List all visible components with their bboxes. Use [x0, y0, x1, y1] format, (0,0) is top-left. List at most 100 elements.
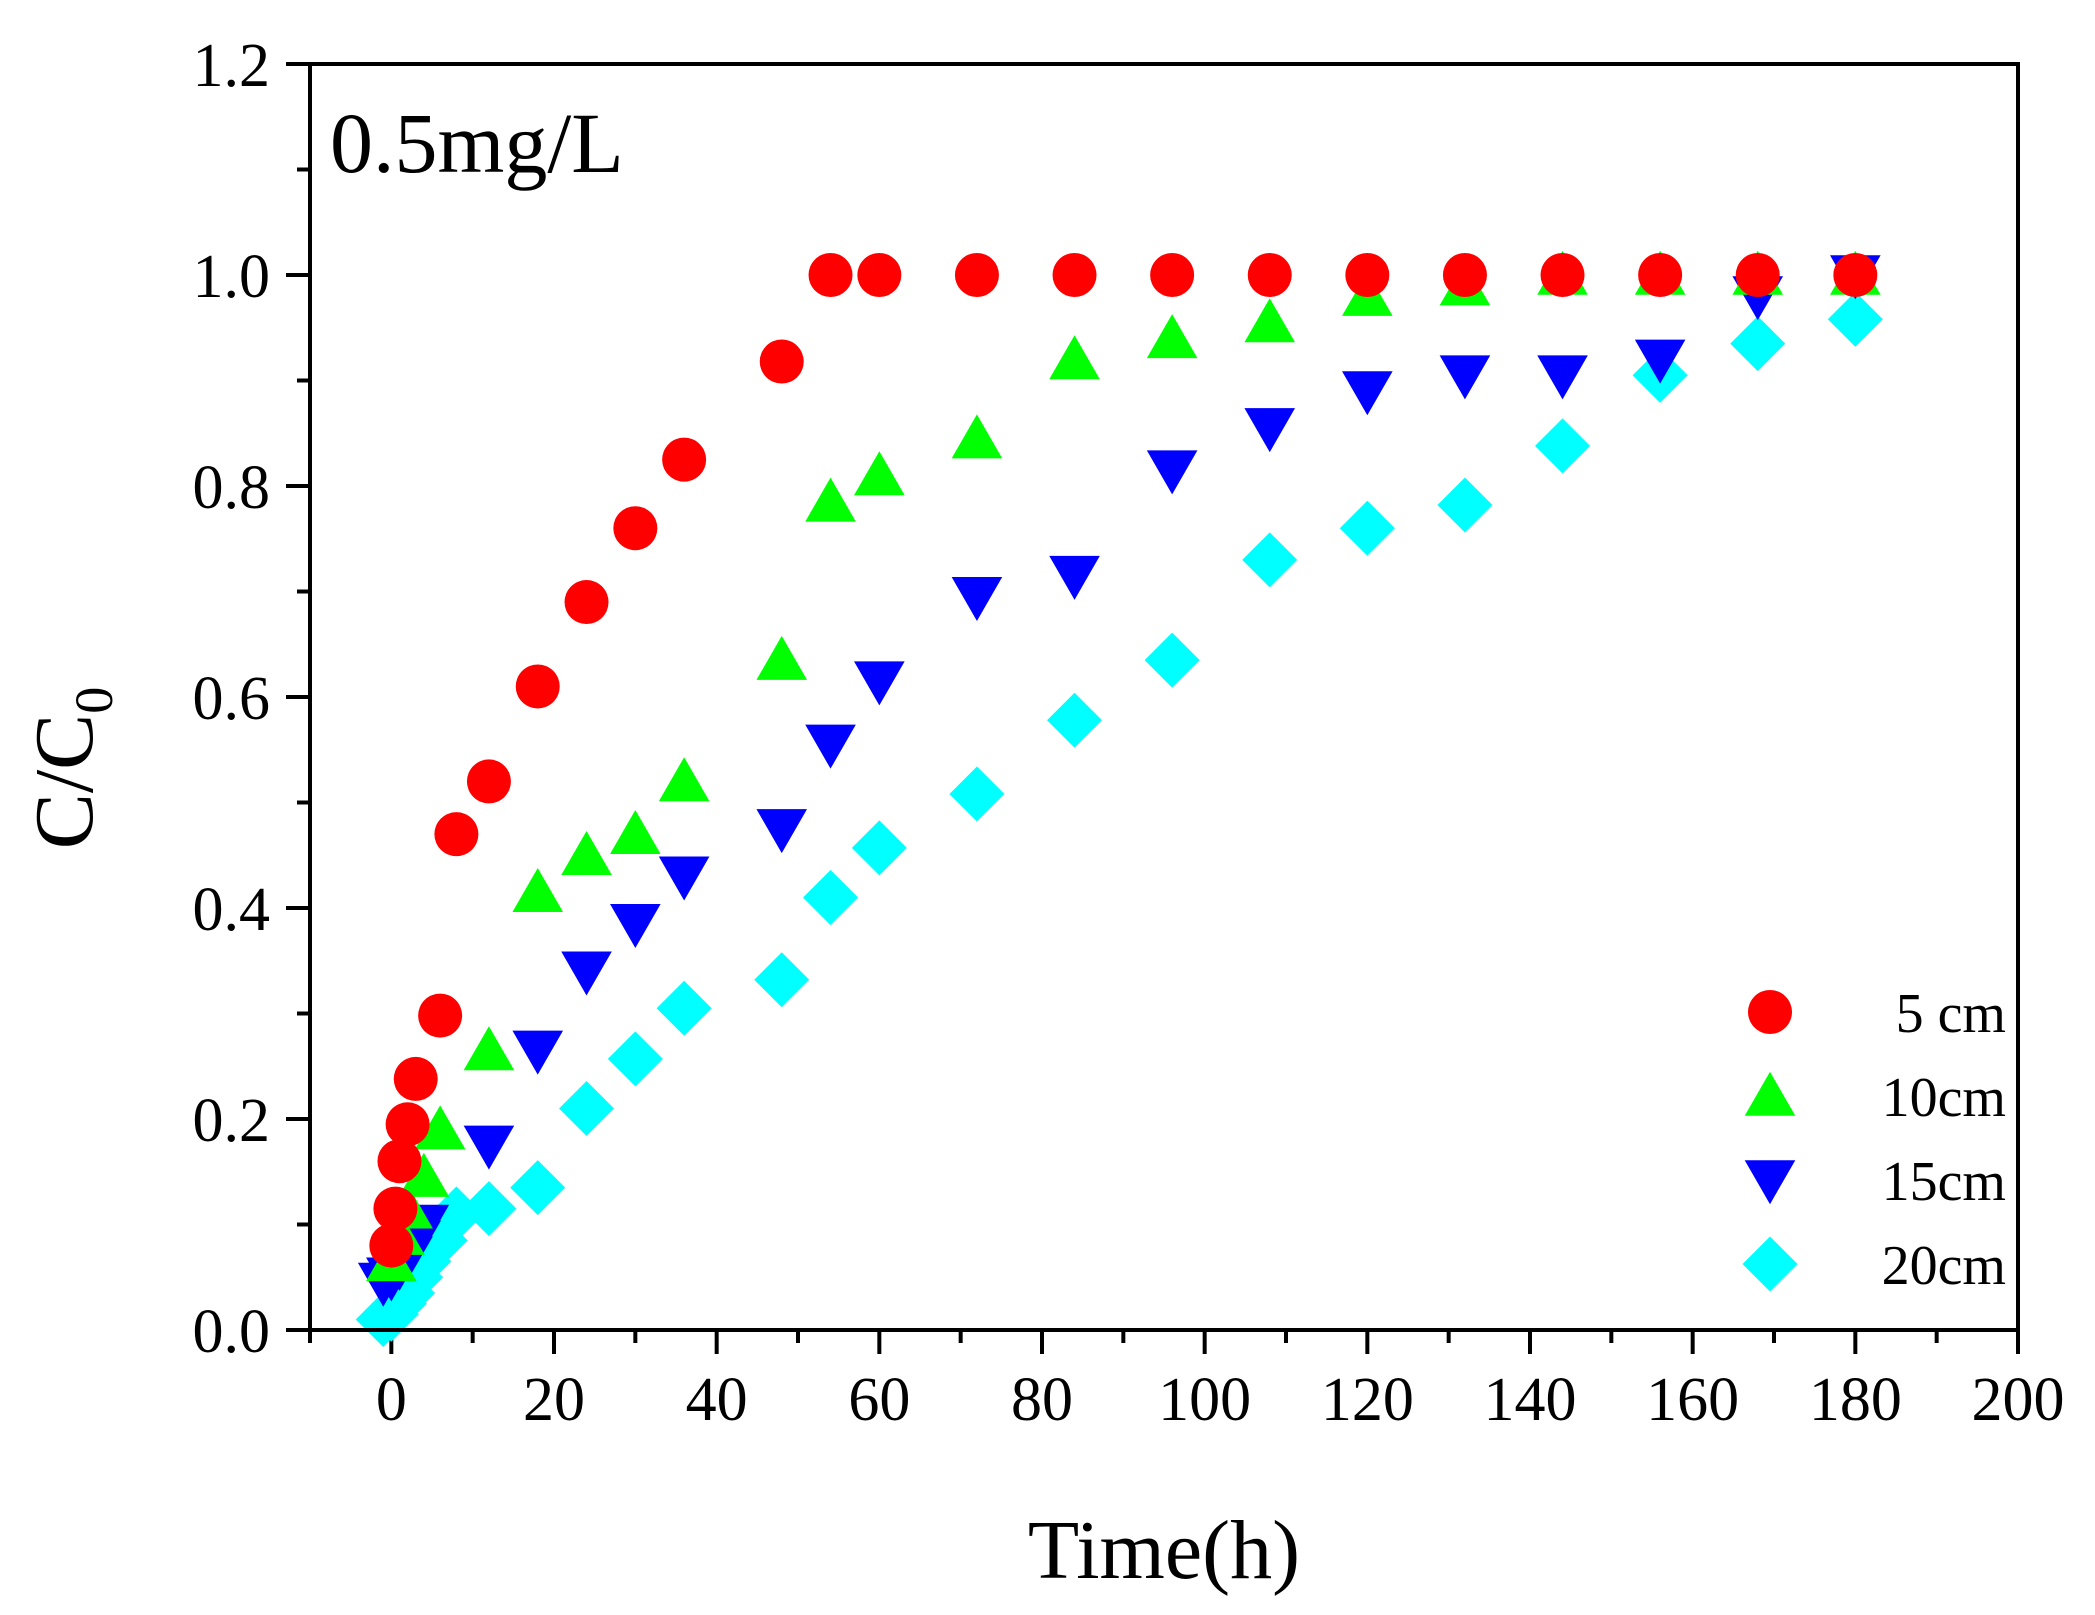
data-point — [559, 1080, 615, 1136]
x-axis-title: Time(h) — [1028, 1504, 1300, 1597]
data-point — [954, 253, 999, 297]
data-point — [805, 724, 856, 769]
legend-marker — [1748, 990, 1792, 1034]
data-point — [1439, 355, 1491, 400]
x-tick-label: 120 — [1321, 1366, 1414, 1434]
data-point — [561, 951, 612, 996]
legend-item: 10cm — [1744, 1067, 2006, 1129]
y-axis-title-subscript: 0 — [64, 687, 124, 714]
data-point — [949, 766, 1005, 822]
data-point — [808, 253, 853, 297]
legend-item: 20cm — [1742, 1235, 2006, 1297]
y-tick-label: 0.8 — [193, 454, 271, 522]
data-point — [658, 757, 710, 802]
y-tick-label: 1.2 — [193, 32, 271, 100]
data-point — [561, 831, 612, 876]
data-point — [1735, 253, 1780, 297]
y-tick-label: 0.2 — [193, 1087, 271, 1155]
data-point — [1342, 371, 1393, 416]
axis-ticks — [286, 62, 2020, 1354]
data-point — [759, 339, 804, 384]
data-point — [1537, 355, 1588, 400]
data-point — [377, 1139, 422, 1184]
legend-label: 20cm — [1882, 1235, 2006, 1297]
concentration-annotation: 0.5mg/L — [330, 95, 624, 191]
y-tick-label: 0.6 — [193, 665, 271, 733]
legend-marker — [1742, 1236, 1798, 1292]
data-point — [1052, 253, 1097, 297]
legend-marker — [1744, 1071, 1796, 1116]
data-point — [1047, 692, 1103, 748]
x-tick-label: 60 — [848, 1366, 910, 1434]
data-point — [857, 253, 902, 297]
data-point — [1049, 335, 1100, 380]
data-point — [414, 1105, 466, 1150]
series-5cm — [369, 253, 1878, 1268]
y-tick-label: 0.4 — [193, 876, 271, 944]
data-point — [1144, 632, 1200, 688]
axis-tick-labels: 0 20 40 60 80 100 120 140 160 180 200 0.0 0.2 0.4 0.6 0… — [193, 32, 2065, 1434]
data-point — [466, 759, 511, 804]
data-point — [1535, 418, 1591, 474]
legend-marker — [1744, 1160, 1796, 1205]
data-point — [1150, 253, 1195, 297]
data-point — [1146, 450, 1198, 495]
data-point — [754, 952, 810, 1008]
data-point — [1730, 316, 1786, 372]
data-point — [515, 664, 560, 709]
legend-item: 15cm — [1744, 1151, 2006, 1213]
data-point — [1345, 253, 1390, 297]
x-tick-label: 40 — [686, 1366, 748, 1434]
x-tick-label: 0 — [376, 1366, 407, 1434]
data-point — [610, 904, 661, 949]
data-point — [1247, 253, 1292, 297]
x-tick-label: 180 — [1809, 1366, 1902, 1434]
y-axis-title-main: C/C — [18, 714, 111, 849]
y-axis-title: C/C0 — [18, 687, 124, 849]
data-point — [1827, 291, 1883, 347]
legend-label: 15cm — [1882, 1151, 2006, 1213]
data-point — [373, 1186, 418, 1231]
data-point — [658, 856, 710, 901]
x-tick-label: 200 — [1972, 1366, 2065, 1434]
data-point — [1437, 477, 1493, 533]
x-tick-label: 100 — [1158, 1366, 1251, 1434]
legend-label: 5 cm — [1896, 983, 2006, 1045]
data-point — [951, 576, 1003, 621]
data-point — [1442, 253, 1487, 297]
data-point — [1244, 408, 1296, 453]
data-point — [1049, 555, 1100, 600]
data-point — [393, 1056, 438, 1101]
data-point — [434, 812, 479, 857]
data-point — [756, 635, 808, 680]
data-point — [1242, 532, 1298, 588]
data-point — [610, 809, 661, 854]
data-point — [398, 1152, 450, 1197]
data-point — [1833, 253, 1878, 297]
data-point — [803, 869, 859, 925]
x-tick-label: 160 — [1646, 1366, 1739, 1434]
data-point — [564, 580, 609, 625]
data-point — [951, 414, 1003, 459]
data-point — [1634, 339, 1686, 384]
data-point — [607, 1031, 663, 1087]
data-point — [851, 820, 907, 876]
data-point — [1339, 500, 1395, 556]
data-point — [1540, 253, 1585, 297]
data-point — [1244, 298, 1296, 343]
data-point — [463, 1026, 515, 1071]
x-tick-label: 20 — [523, 1366, 585, 1434]
data-point — [463, 1125, 515, 1170]
data-point — [656, 980, 712, 1036]
data-point — [510, 1160, 566, 1216]
data-point — [512, 1030, 564, 1075]
data-point — [805, 477, 856, 522]
data-point — [854, 661, 905, 706]
data-point — [1638, 253, 1683, 297]
x-tick-label: 80 — [1011, 1366, 1073, 1434]
legend-item: 5 cm — [1748, 983, 2006, 1045]
plot-frame — [308, 62, 2020, 1332]
data-point — [1146, 314, 1198, 359]
